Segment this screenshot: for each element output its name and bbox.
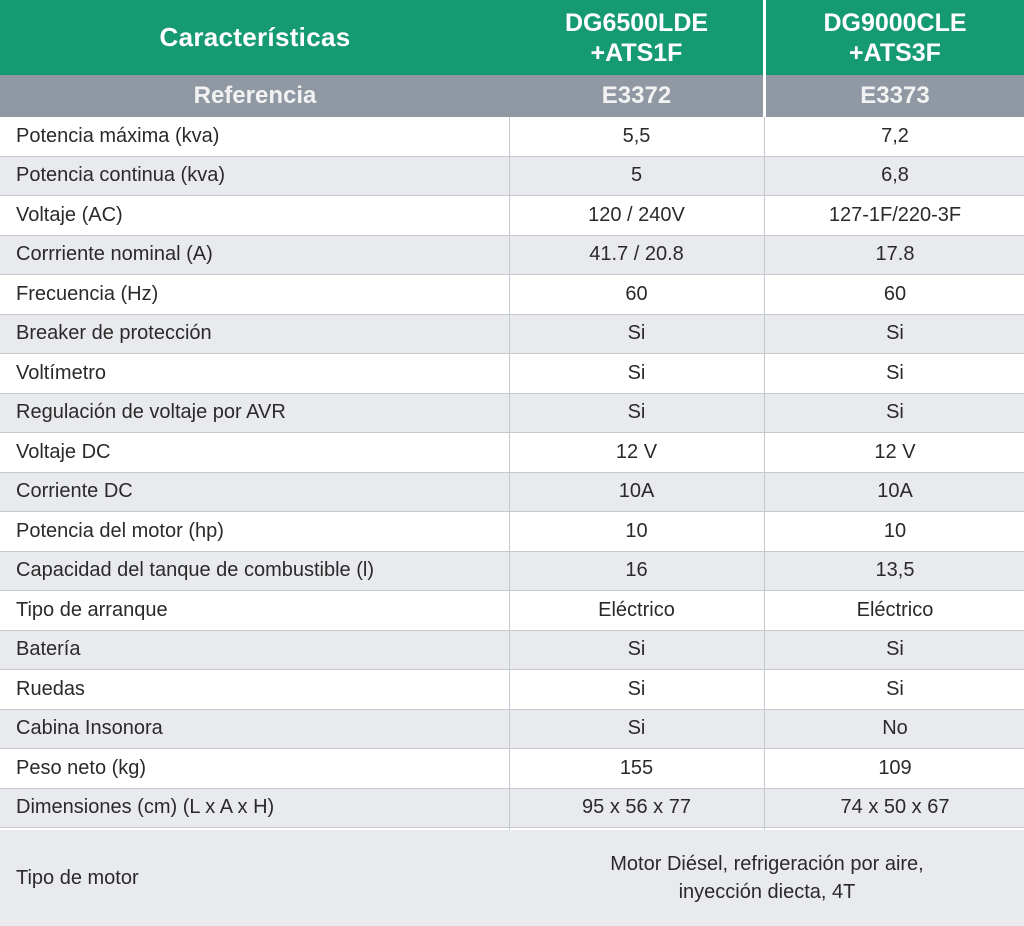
reference-row: Referencia E3372 E3373 (0, 75, 1024, 117)
row-label: Potencia continua (kva) (16, 164, 226, 187)
row-value-model-1: 16 (625, 559, 648, 582)
row-label: Peso neto (kg) (16, 756, 147, 779)
row-label: Dimensiones (cm) (L x A x H) (16, 796, 275, 819)
column-divider-1 (509, 117, 510, 830)
motor-type-label: Tipo de motor (16, 866, 139, 889)
row-value-model-1: Si (627, 361, 646, 384)
row-value-model-1: Si (627, 717, 646, 740)
row-label: Ruedas (16, 677, 85, 700)
row-label: Corriente DC (16, 480, 133, 503)
row-value-model-2: Si (886, 638, 904, 661)
row-value-model-2: 17.8 (875, 243, 915, 266)
header-model-1: DG6500LDE +ATS1F (510, 0, 763, 75)
row-value-model-1: 12 V (615, 440, 658, 463)
row-value-model-2: Si (886, 322, 904, 345)
row-label: Capacidad del tanque de combustible (l) (16, 559, 374, 582)
row-value-model-1: 10A (618, 480, 655, 503)
row-value-model-1: Si (627, 401, 646, 424)
row-label: Regulación de voltaje por AVR (16, 401, 286, 424)
row-value-model-2: 13,5 (875, 559, 915, 582)
row-label: Breaker de protección (16, 322, 212, 345)
table-header: Características DG6500LDE +ATS1F DG9000C… (0, 0, 1024, 75)
row-value-model-1: 5 (630, 164, 643, 187)
table-row: Cabina Insonora Si No (0, 709, 1024, 749)
row-label: Corrriente nominal (A) (16, 243, 213, 266)
row-label: Frecuencia (Hz) (16, 282, 159, 305)
motor-type-line1: Motor Diésel, refrigeración por aire, (610, 853, 924, 875)
row-label: Tipo de arranque (16, 598, 168, 621)
row-value-model-2: Si (886, 361, 904, 384)
row-value-model-1: 41.7 / 20.8 (589, 243, 684, 266)
motor-type-line2: inyección diecta, 4T (678, 881, 856, 903)
row-value-model-2: 7,2 (881, 124, 909, 147)
row-label: Cabina Insonora (16, 717, 163, 740)
table-row: Corrriente nominal (A) 41.7 / 20.8 17.8 (0, 235, 1024, 275)
row-value-model-2: 12 V (874, 440, 916, 463)
row-value-model-2: Si (886, 677, 904, 700)
table-row: Frecuencia (Hz) 60 60 (0, 275, 1024, 315)
table-row: Voltímetro Si Si (0, 354, 1024, 394)
header-model-1-line2: +ATS1F (590, 38, 683, 67)
table-row: Potencia máxima (kva) 5,5 7,2 (0, 117, 1024, 157)
reference-label: Referencia (193, 82, 317, 109)
row-value-model-1: 155 (619, 756, 654, 779)
table-row: Voltaje DC 12 V 12 V (0, 433, 1024, 473)
reference-divider (763, 75, 766, 117)
header-model-2: DG9000CLE +ATS3F (766, 0, 1024, 75)
row-value-model-2: 109 (878, 756, 912, 779)
table-row: Potencia continua (kva) 5 6,8 (0, 156, 1024, 196)
row-value-model-1: Si (627, 322, 646, 345)
header-model-1-line1: DG6500LDE (564, 8, 709, 37)
table-row: Potencia del motor (hp) 10 10 (0, 512, 1024, 552)
row-value-model-1: 120 / 240V (588, 203, 685, 226)
spec-rows: Potencia máxima (kva) 5,5 7,2 Potencia cont… (0, 117, 1024, 828)
row-value-model-1: 60 (625, 282, 648, 305)
table-row: Ruedas Si Si (0, 670, 1024, 710)
reference-value-1: E3372 (601, 82, 672, 109)
row-label: Potencia del motor (hp) (16, 519, 224, 542)
row-value-model-1: 95 x 56 x 77 (582, 796, 691, 819)
column-divider-2 (764, 117, 765, 830)
reference-value-2: E3373 (860, 82, 930, 109)
header-characteristics: Características (159, 22, 351, 52)
motor-type-row: Tipo de motor Motor Diésel, refrigeració… (0, 830, 1024, 926)
table-row: Corriente DC 10A 10A (0, 472, 1024, 512)
header-model-2-line1: DG9000CLE (823, 8, 967, 37)
table-row: Breaker de protección Si Si (0, 314, 1024, 354)
row-value-model-2: 60 (883, 282, 907, 305)
row-value-model-2: 74 x 50 x 67 (840, 796, 950, 819)
row-value-model-1: Si (627, 677, 646, 700)
row-value-model-2: Si (886, 401, 904, 424)
table-row: Batería Si Si (0, 630, 1024, 670)
row-label: Voltímetro (16, 361, 107, 384)
row-value-model-1: Si (627, 638, 646, 661)
table-row: Regulación de voltaje por AVR Si Si (0, 393, 1024, 433)
row-value-model-2: Eléctrico (856, 598, 934, 621)
row-value-model-1: 10 (625, 519, 648, 542)
header-model-2-line2: +ATS3F (849, 38, 941, 67)
table-row: Capacidad del tanque de combustible (l) 1… (0, 551, 1024, 591)
row-label: Voltaje DC (16, 440, 111, 463)
row-value-model-2: 127-1F/220-3F (828, 203, 962, 226)
header-divider (763, 0, 766, 75)
row-label: Batería (16, 638, 81, 661)
motor-type-value: Motor Diésel, refrigeración por aire, in… (510, 830, 1024, 926)
table-row: Tipo de arranque Eléctrico Eléctrico (0, 591, 1024, 631)
row-value-model-1: 5,5 (622, 124, 651, 147)
row-label: Voltaje (AC) (16, 203, 123, 226)
row-value-model-2: 10A (877, 480, 913, 503)
row-value-model-2: No (882, 717, 908, 740)
row-value-model-2: 10 (883, 519, 907, 542)
table-row: Voltaje (AC) 120 / 240V 127-1F/220-3F (0, 196, 1024, 236)
row-label: Potencia máxima (kva) (16, 124, 220, 147)
row-value-model-1: Eléctrico (598, 598, 675, 621)
row-value-model-2: 6,8 (881, 164, 909, 187)
table-row: Peso neto (kg) 155 109 (0, 749, 1024, 789)
table-row: Dimensiones (cm) (L x A x H) 95 x 56 x 77… (0, 788, 1024, 828)
